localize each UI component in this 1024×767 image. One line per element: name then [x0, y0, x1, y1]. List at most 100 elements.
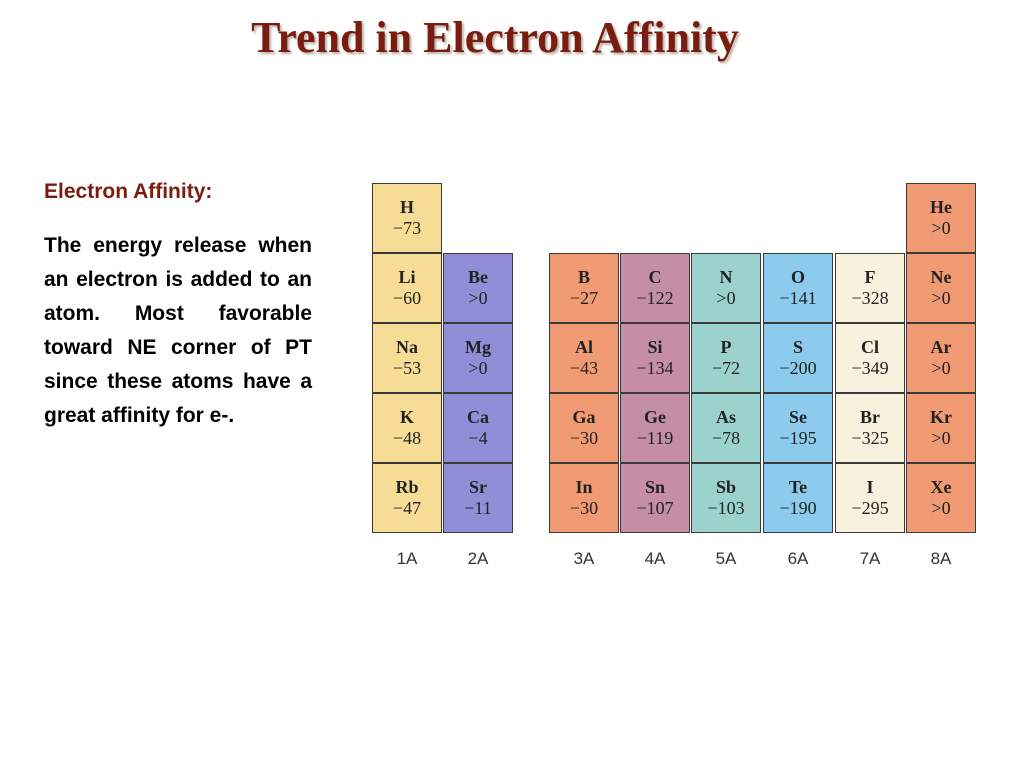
electron-affinity-value: −4 — [468, 428, 488, 448]
electron-affinity-value: −48 — [392, 428, 422, 448]
electron-affinity-value: −295 — [851, 498, 889, 518]
element-symbol: Br — [860, 407, 880, 427]
element-cell-sr: Sr −11 — [443, 463, 513, 533]
element-cell-p: P −72 — [691, 323, 761, 393]
element-symbol: Si — [647, 337, 663, 357]
element-symbol: N — [719, 267, 733, 287]
element-symbol: Rb — [395, 477, 419, 497]
electron-affinity-value: −349 — [851, 358, 889, 378]
element-cell-li: Li −60 — [372, 253, 442, 323]
slide-title: Trend in Electron Affinity — [251, 13, 739, 62]
element-symbol: Be — [468, 267, 488, 287]
electron-affinity-value: −325 — [851, 428, 889, 448]
element-cell-ge: Ge −119 — [620, 393, 690, 463]
element-symbol: O — [790, 267, 805, 287]
electron-affinity-value: −27 — [569, 288, 599, 308]
group-label-2a: 2A — [467, 549, 489, 568]
electron-affinity-value: −73 — [392, 218, 422, 238]
electron-affinity-value: −53 — [392, 358, 422, 378]
element-symbol: P — [720, 337, 732, 357]
electron-affinity-value: −103 — [707, 498, 745, 518]
definition-heading: Electron Affinity: — [44, 180, 213, 203]
element-symbol: Li — [398, 267, 416, 287]
element-cell-br: Br −325 — [835, 393, 905, 463]
electron-affinity-value: −134 — [636, 358, 674, 378]
element-symbol: K — [399, 407, 414, 427]
electron-affinity-value: −328 — [851, 288, 889, 308]
element-symbol: Xe — [930, 477, 952, 497]
element-symbol: B — [577, 267, 590, 287]
electron-affinity-value: >0 — [468, 288, 488, 308]
electron-affinity-value: >0 — [931, 218, 951, 238]
electron-affinity-value: >0 — [931, 288, 951, 308]
element-symbol: S — [792, 337, 803, 357]
electron-affinity-value: >0 — [931, 428, 951, 448]
element-symbol: Ar — [930, 337, 952, 357]
group-label-8a: 8A — [930, 549, 952, 568]
element-symbol: Ge — [644, 407, 666, 427]
electron-affinity-value: −141 — [779, 288, 817, 308]
element-cell-na: Na −53 — [372, 323, 442, 393]
group-label-5a: 5A — [715, 549, 737, 568]
element-cell-n: N >0 — [691, 253, 761, 323]
element-cell-se: Se −195 — [763, 393, 833, 463]
electron-affinity-value: −78 — [711, 428, 741, 448]
element-cell-c: C −122 — [620, 253, 690, 323]
electron-affinity-value: −30 — [569, 428, 599, 448]
electron-affinity-value: >0 — [931, 358, 951, 378]
element-cell-s: S −200 — [763, 323, 833, 393]
element-symbol: C — [648, 267, 662, 287]
element-symbol: Sb — [715, 477, 737, 497]
element-symbol: F — [864, 267, 876, 287]
electron-affinity-value: −190 — [779, 498, 817, 518]
element-cell-b: B −27 — [549, 253, 619, 323]
element-cell-te: Te −190 — [763, 463, 833, 533]
element-cell-ar: Ar >0 — [906, 323, 976, 393]
electron-affinity-value: −11 — [464, 498, 492, 518]
element-symbol: Kr — [930, 407, 952, 427]
electron-affinity-value: −107 — [636, 498, 674, 518]
element-symbol: Se — [789, 407, 807, 427]
element-symbol: Na — [396, 337, 418, 357]
element-cell-o: O −141 — [763, 253, 833, 323]
element-symbol: Te — [788, 477, 808, 497]
electron-affinity-value: −30 — [569, 498, 599, 518]
element-cell-sb: Sb −103 — [691, 463, 761, 533]
electron-affinity-value: −60 — [392, 288, 422, 308]
definition-body: The energy release when an electron is a… — [44, 234, 312, 427]
group-label-1a: 1A — [396, 549, 418, 568]
element-cell-k: K −48 — [372, 393, 442, 463]
element-cell-f: F −328 — [835, 253, 905, 323]
element-cell-xe: Xe >0 — [906, 463, 976, 533]
electron-affinity-value: −47 — [392, 498, 422, 518]
element-symbol: He — [930, 197, 952, 217]
group-label-6a: 6A — [787, 549, 809, 568]
electron-affinity-value: −119 — [636, 428, 674, 448]
element-cell-as: As −78 — [691, 393, 761, 463]
electron-affinity-value: >0 — [931, 498, 951, 518]
element-symbol: Al — [575, 337, 593, 357]
element-cell-i: I −295 — [835, 463, 905, 533]
electron-affinity-value: >0 — [716, 288, 736, 308]
element-symbol: Sn — [644, 477, 666, 497]
element-symbol: Ne — [930, 267, 952, 287]
electron-affinity-value: −200 — [779, 358, 817, 378]
element-symbol: I — [866, 477, 874, 497]
group-label-3a: 3A — [573, 549, 595, 568]
electron-affinity-value: −122 — [636, 288, 674, 308]
element-symbol: Ga — [572, 407, 596, 427]
electron-affinity-value: −72 — [711, 358, 741, 378]
element-symbol: Mg — [465, 337, 491, 357]
element-cell-sn: Sn −107 — [620, 463, 690, 533]
element-cell-in: In −30 — [549, 463, 619, 533]
element-symbol: Cl — [861, 337, 879, 357]
element-symbol: In — [575, 477, 593, 497]
element-cell-kr: Kr >0 — [906, 393, 976, 463]
element-symbol: As — [715, 407, 736, 427]
element-cell-al: Al −43 — [549, 323, 619, 393]
element-cell-mg: Mg >0 — [443, 323, 513, 393]
element-cell-si: Si −134 — [620, 323, 690, 393]
element-cell-he: He >0 — [906, 183, 976, 253]
element-symbol: Ca — [467, 407, 489, 427]
element-cell-ca: Ca −4 — [443, 393, 513, 463]
